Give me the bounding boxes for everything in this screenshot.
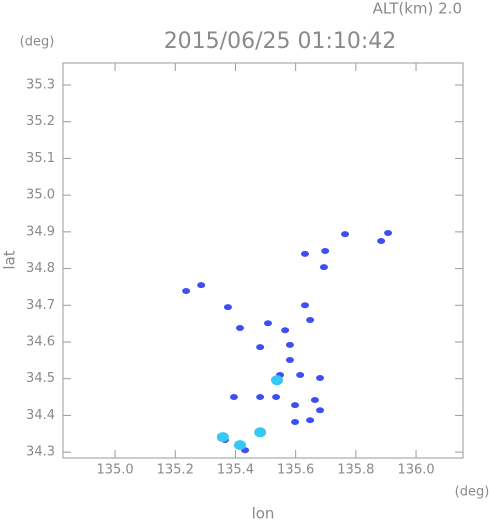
y-tick-label: 34.9 (26, 224, 55, 239)
echo-point (270, 375, 283, 386)
x-tick-label: 135.4 (217, 463, 254, 478)
echo-point (341, 231, 350, 238)
echo-point (291, 402, 300, 409)
y-tick-label: 35.0 (26, 188, 55, 203)
y-tick-label: 35.2 (26, 114, 55, 129)
x-axis-label: lon (252, 505, 275, 521)
echo-point (182, 287, 191, 294)
echo-point (229, 394, 238, 401)
y-tick-label: 34.8 (26, 261, 55, 276)
echo-point (285, 356, 294, 363)
x-tick-label: 135.0 (96, 463, 133, 478)
y-tick-label: 34.4 (26, 408, 55, 423)
echo-point (256, 394, 265, 401)
echo-point (319, 264, 328, 271)
y-unit: (deg) (20, 35, 55, 50)
x-tick-label: 135.8 (337, 463, 374, 478)
echo-point (296, 372, 305, 379)
x-tick-label: 135.2 (157, 463, 194, 478)
echo-point (256, 344, 265, 351)
echo-point (272, 394, 281, 401)
echo-point (300, 250, 309, 257)
echo-point (216, 432, 229, 443)
echo-point (281, 327, 290, 334)
echo-point (316, 407, 325, 414)
y-axis-label: lat (1, 250, 19, 269)
echo-point (306, 417, 315, 424)
x-unit: (deg) (455, 485, 490, 500)
y-tick-label: 35.3 (26, 78, 55, 93)
x-tick-label: 136.0 (397, 463, 434, 478)
y-tick-label: 34.6 (26, 334, 55, 349)
echo-point (291, 419, 300, 426)
y-tick-label: 35.1 (26, 151, 55, 166)
echo-point (306, 316, 315, 323)
altitude-label: ALT(km) 2.0 (373, 0, 462, 18)
echo-point (300, 302, 309, 309)
echo-point (197, 282, 206, 289)
plot-frame (62, 62, 464, 459)
echo-point (316, 374, 325, 381)
y-tick-label: 34.3 (26, 445, 55, 460)
echo-point (223, 304, 232, 311)
echo-point (321, 247, 330, 254)
y-tick-label: 34.7 (26, 298, 55, 313)
echo-point (384, 229, 393, 236)
echo-point (233, 440, 246, 451)
x-tick-label: 135.6 (277, 463, 314, 478)
echo-point (263, 320, 272, 327)
chart-title: 2015/06/25 01:10:42 (164, 29, 397, 54)
echo-point (254, 427, 267, 438)
echo-point (310, 396, 319, 403)
echo-point (235, 325, 244, 332)
y-tick-label: 34.5 (26, 371, 55, 386)
echo-point (377, 238, 386, 245)
echo-point (285, 341, 294, 348)
